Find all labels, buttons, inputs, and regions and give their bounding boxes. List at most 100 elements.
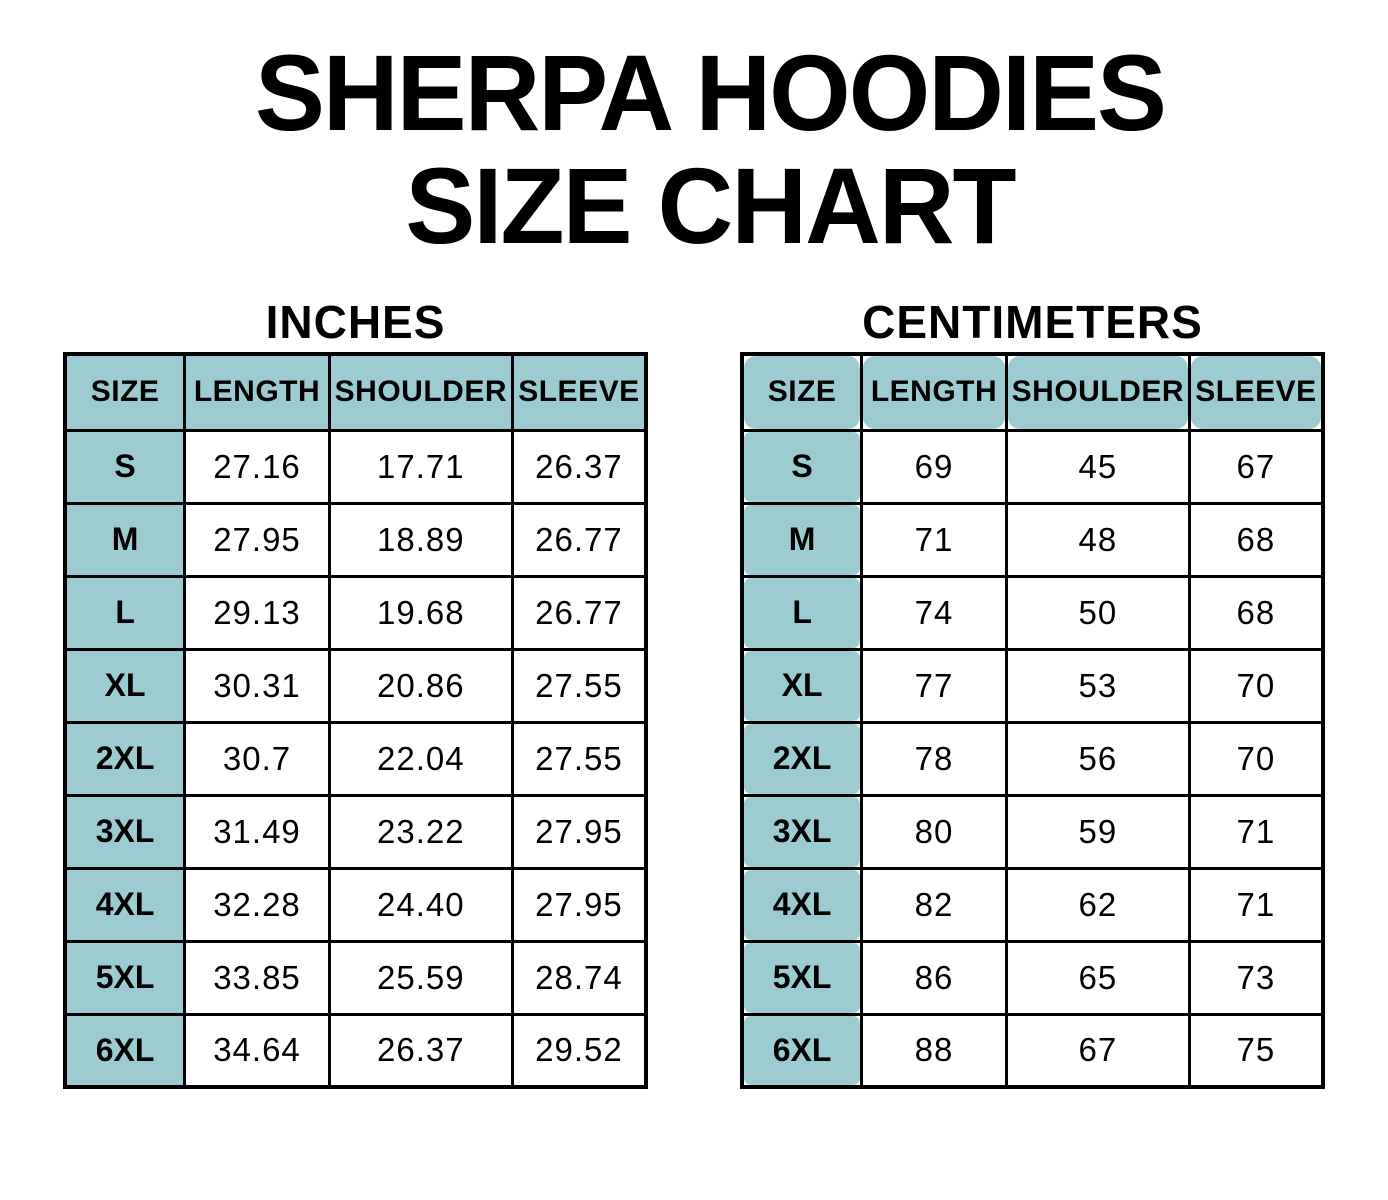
value-cell: 56 bbox=[1004, 720, 1191, 797]
value-cell: 62 bbox=[1004, 866, 1191, 943]
value-cell: 45 bbox=[1004, 428, 1191, 505]
value-cell: 65 bbox=[1004, 939, 1191, 1016]
value-cell: 29.13 bbox=[183, 574, 331, 651]
table-row: 2XL 30.7 22.04 27.55 bbox=[63, 720, 648, 797]
value-cell: 73 bbox=[1187, 939, 1325, 1016]
value-cell: 34.64 bbox=[183, 1012, 331, 1089]
table-row: 2XL 78 56 70 bbox=[740, 720, 1325, 797]
size-cell: 4XL bbox=[63, 866, 187, 943]
value-cell: 77 bbox=[860, 647, 1008, 724]
size-cell: 6XL bbox=[63, 1012, 187, 1089]
value-cell: 26.37 bbox=[510, 428, 648, 505]
size-cell: 3XL bbox=[740, 793, 864, 870]
header-cell: LENGTH bbox=[860, 352, 1008, 432]
size-cell: 6XL bbox=[740, 1012, 864, 1089]
value-cell: 18.89 bbox=[327, 501, 514, 578]
value-cell: 23.22 bbox=[327, 793, 514, 870]
value-cell: 32.28 bbox=[183, 866, 331, 943]
table-row: 5XL 86 65 73 bbox=[740, 939, 1325, 1016]
header-cell: SIZE bbox=[63, 352, 187, 432]
size-cell: L bbox=[740, 574, 864, 651]
value-cell: 68 bbox=[1187, 501, 1325, 578]
table-row: M 71 48 68 bbox=[740, 501, 1325, 578]
table-row: 4XL 82 62 71 bbox=[740, 866, 1325, 943]
centimeters-table-section: CENTIMETERS SIZE LENGTH SHOULDER SLEEVE S 69… bbox=[740, 296, 1325, 1089]
value-cell: 71 bbox=[1187, 793, 1325, 870]
size-cell: L bbox=[63, 574, 187, 651]
value-cell: 82 bbox=[860, 866, 1008, 943]
table-row: XL 30.31 20.86 27.55 bbox=[63, 647, 648, 724]
table-row: XL 77 53 70 bbox=[740, 647, 1325, 724]
inches-label: INCHES bbox=[265, 296, 446, 348]
value-cell: 27.95 bbox=[183, 501, 331, 578]
header-cell: SHOULDER bbox=[327, 352, 514, 432]
size-cell: M bbox=[740, 501, 864, 578]
table-row: 6XL 88 67 75 bbox=[740, 1012, 1325, 1089]
size-cell: 4XL bbox=[740, 866, 864, 943]
value-cell: 31.49 bbox=[183, 793, 331, 870]
size-cell: 2XL bbox=[63, 720, 187, 797]
value-cell: 26.77 bbox=[510, 574, 648, 651]
value-cell: 53 bbox=[1004, 647, 1191, 724]
value-cell: 78 bbox=[860, 720, 1008, 797]
size-cell: 5XL bbox=[63, 939, 187, 1016]
header-row: SIZE LENGTH SHOULDER SLEEVE bbox=[740, 352, 1325, 432]
header-cell: SLEEVE bbox=[1187, 352, 1325, 432]
value-cell: 22.04 bbox=[327, 720, 514, 797]
value-cell: 69 bbox=[860, 428, 1008, 505]
table-row: S 69 45 67 bbox=[740, 428, 1325, 505]
inches-table-section: INCHES SIZE LENGTH SHOULDER SLEEVE S 27.16 17… bbox=[63, 296, 648, 1089]
value-cell: 17.71 bbox=[327, 428, 514, 505]
inches-table: SIZE LENGTH SHOULDER SLEEVE S 27.16 17.71 26.3… bbox=[63, 352, 648, 1089]
size-cell: M bbox=[63, 501, 187, 578]
size-cell: S bbox=[63, 428, 187, 505]
value-cell: 26.77 bbox=[510, 501, 648, 578]
table-row: 3XL 31.49 23.22 27.95 bbox=[63, 793, 648, 870]
value-cell: 86 bbox=[860, 939, 1008, 1016]
table-row: L 29.13 19.68 26.77 bbox=[63, 574, 648, 651]
header-row: SIZE LENGTH SHOULDER SLEEVE bbox=[63, 352, 648, 432]
table-row: M 27.95 18.89 26.77 bbox=[63, 501, 648, 578]
value-cell: 27.95 bbox=[510, 793, 648, 870]
table-row: 5XL 33.85 25.59 28.74 bbox=[63, 939, 648, 1016]
value-cell: 28.74 bbox=[510, 939, 648, 1016]
value-cell: 88 bbox=[860, 1012, 1008, 1089]
value-cell: 70 bbox=[1187, 647, 1325, 724]
value-cell: 68 bbox=[1187, 574, 1325, 651]
value-cell: 30.7 bbox=[183, 720, 331, 797]
value-cell: 80 bbox=[860, 793, 1008, 870]
centimeters-table: SIZE LENGTH SHOULDER SLEEVE S 69 45 67 M 71 48 68 L… bbox=[740, 352, 1325, 1089]
page-title: SHERPA HOODIES SIZE CHART bbox=[16, 0, 1388, 262]
value-cell: 20.86 bbox=[327, 647, 514, 724]
value-cell: 67 bbox=[1187, 428, 1325, 505]
header-cell: SLEEVE bbox=[510, 352, 648, 432]
title-line-2: SIZE CHART bbox=[405, 145, 1016, 266]
value-cell: 27.55 bbox=[510, 647, 648, 724]
value-cell: 30.31 bbox=[183, 647, 331, 724]
table-row: 6XL 34.64 26.37 29.52 bbox=[63, 1012, 648, 1089]
table-row: L 74 50 68 bbox=[740, 574, 1325, 651]
table-row: S 27.16 17.71 26.37 bbox=[63, 428, 648, 505]
value-cell: 71 bbox=[1187, 866, 1325, 943]
header-cell: SHOULDER bbox=[1004, 352, 1191, 432]
value-cell: 48 bbox=[1004, 501, 1191, 578]
value-cell: 33.85 bbox=[183, 939, 331, 1016]
value-cell: 27.95 bbox=[510, 866, 648, 943]
value-cell: 19.68 bbox=[327, 574, 514, 651]
title-line-1: SHERPA HOODIES bbox=[254, 32, 1167, 153]
value-cell: 74 bbox=[860, 574, 1008, 651]
table-row: 3XL 80 59 71 bbox=[740, 793, 1325, 870]
table-row: 4XL 32.28 24.40 27.95 bbox=[63, 866, 648, 943]
value-cell: 29.52 bbox=[510, 1012, 648, 1089]
size-cell: 3XL bbox=[63, 793, 187, 870]
value-cell: 27.55 bbox=[510, 720, 648, 797]
size-cell: 5XL bbox=[740, 939, 864, 1016]
value-cell: 26.37 bbox=[327, 1012, 514, 1089]
value-cell: 71 bbox=[860, 501, 1008, 578]
header-cell: LENGTH bbox=[183, 352, 331, 432]
value-cell: 24.40 bbox=[327, 866, 514, 943]
tables-row: INCHES SIZE LENGTH SHOULDER SLEEVE S 27.16 17… bbox=[0, 296, 1388, 1089]
size-cell: S bbox=[740, 428, 864, 505]
value-cell: 70 bbox=[1187, 720, 1325, 797]
